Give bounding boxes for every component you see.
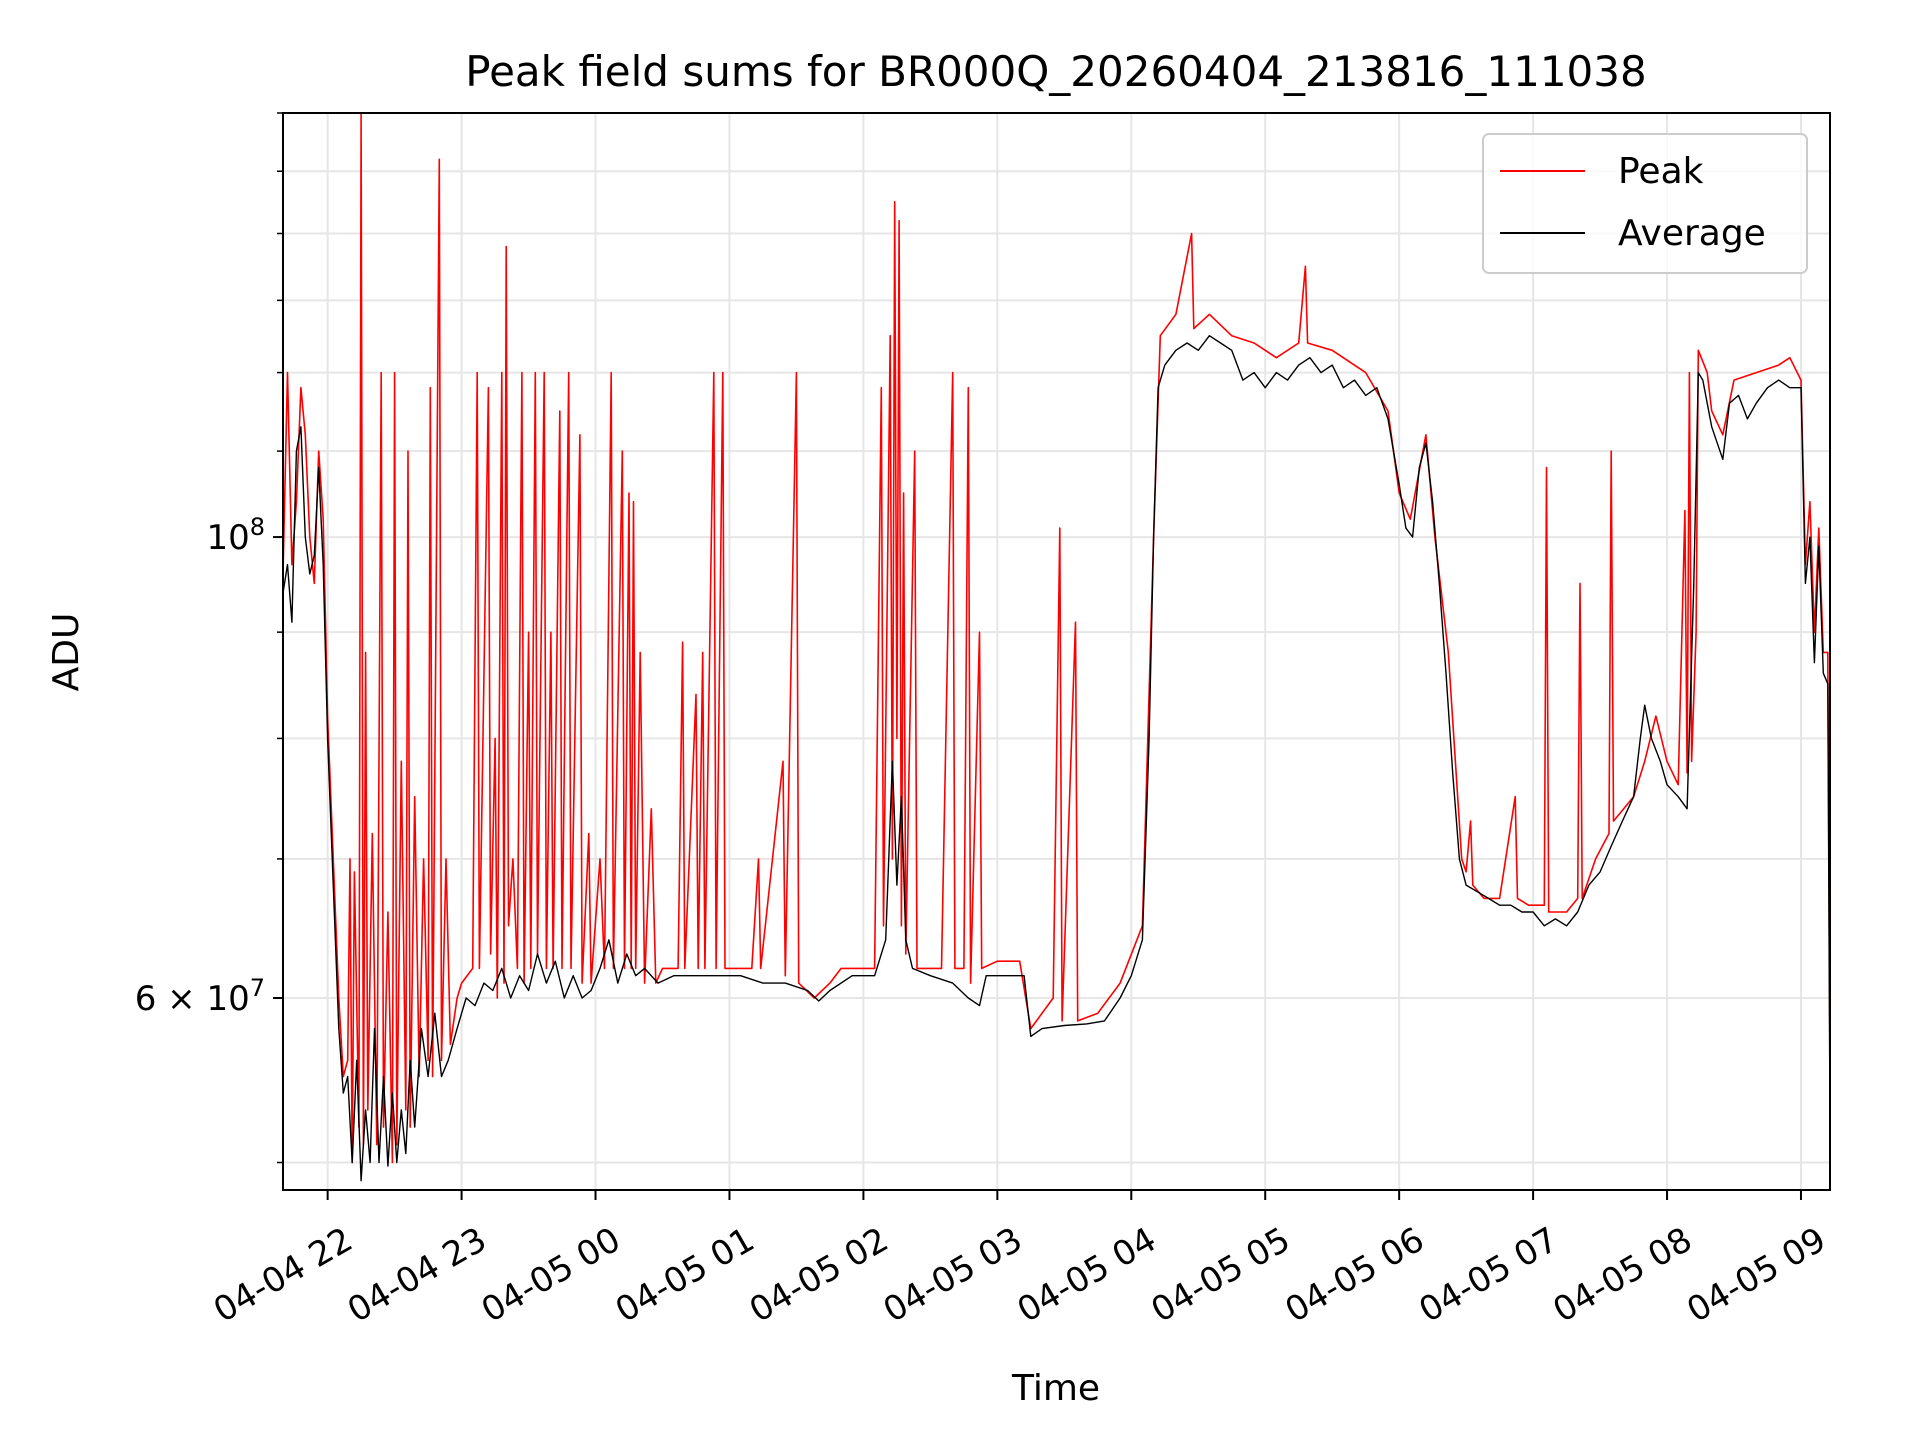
y-tick-label-part: 10 [206,979,249,1019]
y-tick-label-part: 10 [206,518,249,558]
plot-frame [282,112,1831,1191]
series-layer [282,112,1831,1182]
series-average-line [282,335,1831,1182]
y-tick-label-part: 6 [135,979,157,1019]
y-tick-label-part: 7 [250,974,265,1002]
y-axis-label: ADU [46,613,87,692]
legend: Peak Average [1482,133,1808,274]
series-peak-line [282,112,1831,1164]
y-tick-label: 6 × 107 [135,974,265,1019]
y-tick-label-part: 8 [250,513,265,541]
chart-title: Peak field sums for BR000Q_20260404_2138… [465,47,1646,96]
legend-peak-label: Peak [1618,151,1704,192]
legend-average-label: Average [1618,213,1766,254]
x-axis-label: Time [1011,1368,1100,1409]
grid-layer [283,112,1830,1190]
axes-layer [282,112,1831,1191]
legend-box [1482,133,1808,274]
y-tick-label: 108 [206,513,265,558]
times-sign: × [156,979,206,1019]
